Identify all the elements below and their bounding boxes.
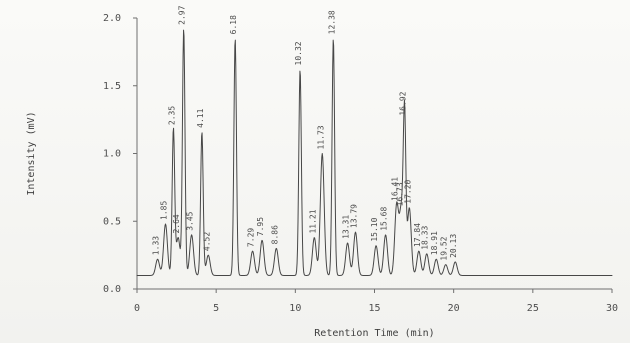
peak-label: 4.52 (202, 232, 211, 251)
chromatogram-trace (136, 29, 613, 276)
x-tick-label: 25 (527, 303, 539, 314)
x-tick-label: 0 (134, 303, 140, 314)
peak-label: 10.32 (294, 41, 303, 65)
x-tick-label: 5 (213, 303, 219, 314)
peak-label: 13.31 (342, 215, 351, 239)
peak-label: 4.11 (196, 108, 205, 127)
axis-layer: 0.0 0.5 1.0 1.5 2.0 0 5 10 15 20 25 30 (103, 13, 618, 314)
peak-label: 6.18 (229, 15, 238, 34)
peak-label: 2.35 (167, 106, 176, 125)
y-axis-label: Intensity (mV) (26, 111, 37, 195)
peak-label: 16.73 (395, 182, 404, 206)
peak-label: 17.84 (413, 223, 422, 247)
x-axis-label: Retention Time (min) (314, 328, 434, 339)
peak-label: 1.85 (160, 201, 169, 220)
y-tick-label: 0.0 (103, 284, 121, 295)
trace-layer (136, 29, 613, 276)
peak-label: 17.20 (403, 179, 412, 203)
peak-label: 1.33 (152, 236, 161, 255)
peak-label: 15.10 (370, 217, 379, 241)
peak-label: 7.95 (256, 217, 265, 236)
x-tick-label: 30 (606, 303, 618, 314)
x-tick-label: 10 (289, 303, 301, 314)
peak-label: 19.52 (440, 236, 449, 260)
y-tick-label: 2.0 (103, 13, 121, 24)
peak-label: 2.97 (178, 5, 187, 24)
peak-label: 8.86 (270, 225, 279, 244)
peak-label-layer: 1.33 1.85 2.35 2.64 2.97 3.45 4.11 4.52 6.18 7.29… (152, 5, 459, 260)
peak-label: 20.13 (449, 234, 458, 258)
y-tick-label: 1.5 (103, 81, 121, 92)
peak-label: 18.91 (430, 231, 439, 255)
x-tick-label: 15 (368, 303, 380, 314)
peak-label: 11.73 (316, 125, 325, 149)
peak-label: 11.21 (308, 209, 317, 233)
y-tick-label: 1.0 (103, 149, 121, 160)
peak-label: 16.41 (391, 177, 400, 201)
peak-label: 3.45 (186, 211, 195, 230)
peak-label: 12.38 (327, 10, 336, 34)
peak-label: 15.68 (380, 207, 389, 231)
peak-label: 13.79 (350, 204, 359, 228)
peak-label: 18.33 (421, 226, 430, 250)
y-tick-label: 0.5 (103, 216, 121, 227)
x-tick-label: 20 (448, 303, 460, 314)
peak-label: 16.92 (399, 91, 408, 115)
peak-label: 2.64 (172, 214, 181, 233)
peak-label: 7.29 (247, 228, 256, 247)
